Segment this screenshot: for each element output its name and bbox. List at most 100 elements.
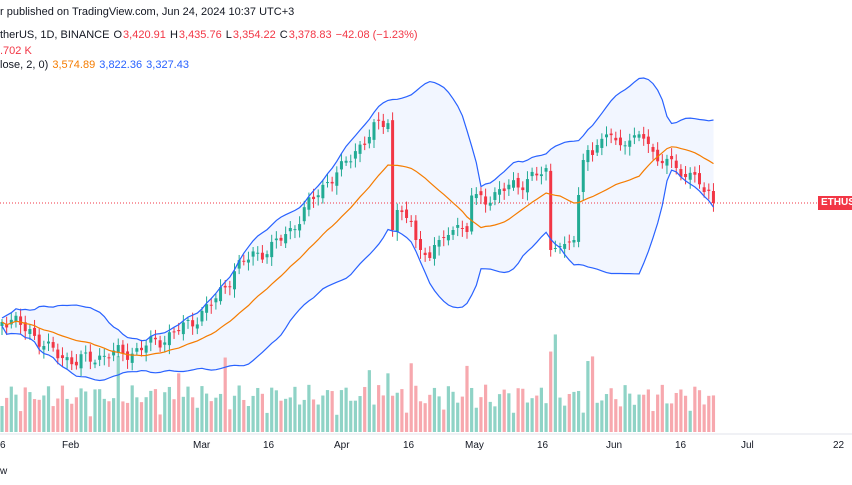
volume-bar bbox=[191, 397, 195, 432]
volume-legend[interactable]: .702 K bbox=[0, 45, 33, 57]
volume-bar bbox=[660, 384, 664, 432]
candle-body bbox=[493, 192, 497, 200]
candle-body bbox=[423, 252, 427, 255]
volume-bar bbox=[237, 385, 241, 432]
volume-bar bbox=[116, 356, 120, 432]
volume-bar bbox=[595, 402, 599, 432]
volume-bar bbox=[544, 403, 548, 432]
symbol-ohlc-legend[interactable]: therUS, 1D, BINANCE O3,420.91 H3,435.76 … bbox=[0, 29, 419, 41]
volume-bar bbox=[577, 390, 581, 432]
candle-body bbox=[558, 246, 562, 247]
volume-bar bbox=[325, 390, 330, 432]
candle-body bbox=[330, 181, 334, 184]
symbol-label[interactable]: therUS, 1D, BINANCE bbox=[0, 29, 110, 41]
close-value: 3,378.83 bbox=[288, 29, 332, 41]
volume-bar bbox=[139, 402, 144, 432]
candle-body bbox=[530, 171, 534, 177]
volume-bar bbox=[121, 401, 125, 432]
volume-bar bbox=[302, 399, 306, 432]
candle-body bbox=[507, 184, 511, 190]
volume-bar bbox=[409, 363, 413, 432]
candle-body bbox=[698, 173, 701, 185]
volume-bar bbox=[93, 389, 97, 432]
volume-bar bbox=[363, 386, 367, 432]
volume-bar bbox=[395, 392, 399, 432]
volume-bar bbox=[400, 389, 404, 432]
volume-bar bbox=[98, 389, 102, 432]
volume-bar bbox=[651, 411, 655, 432]
high-value: 3,435.76 bbox=[178, 29, 222, 41]
candle-body bbox=[251, 251, 255, 257]
volume-bar bbox=[321, 395, 325, 432]
candle-body bbox=[428, 252, 432, 258]
candle-body bbox=[316, 195, 320, 198]
volume-bar bbox=[372, 404, 376, 432]
volume-bar bbox=[270, 387, 274, 432]
volume-bar bbox=[316, 404, 320, 432]
volume-bar bbox=[349, 400, 353, 432]
candle-body bbox=[209, 304, 213, 306]
volume-bar bbox=[130, 385, 134, 432]
bollinger-legend[interactable]: lose, 2, 0) 3,574.89 3,822.36 3,327.43 bbox=[0, 59, 190, 71]
candle-body bbox=[577, 195, 581, 242]
x-axis-label: 6 bbox=[0, 440, 6, 451]
volume-bar bbox=[158, 414, 162, 432]
volume-bar bbox=[553, 334, 557, 432]
candle-body bbox=[344, 160, 348, 163]
volume-bar bbox=[19, 411, 23, 432]
volume-bar bbox=[711, 395, 716, 432]
candle-body bbox=[512, 180, 515, 188]
candle-body bbox=[228, 286, 232, 288]
open-label: O bbox=[113, 29, 123, 41]
bollinger-upper-band bbox=[1, 77, 714, 342]
volume-bar bbox=[135, 397, 139, 432]
candle-body bbox=[665, 158, 669, 166]
candle-body bbox=[307, 197, 311, 210]
candle-body bbox=[460, 227, 464, 229]
candle-body bbox=[381, 120, 385, 127]
volume-bar bbox=[432, 387, 437, 432]
candle-body bbox=[172, 331, 176, 333]
volume-bar bbox=[172, 399, 176, 432]
candle-body bbox=[363, 143, 367, 145]
volume-bar bbox=[437, 396, 441, 432]
last-price-tag: ETHUS bbox=[818, 196, 852, 210]
volume-bar bbox=[205, 393, 209, 432]
volume-bar bbox=[497, 394, 502, 432]
candle-body bbox=[121, 344, 125, 354]
candle-body bbox=[302, 207, 306, 222]
candle-body bbox=[600, 138, 604, 148]
volume-bar bbox=[535, 395, 539, 432]
volume-bar bbox=[274, 390, 278, 432]
candle-body bbox=[632, 135, 636, 138]
volume-bar bbox=[311, 399, 316, 432]
candle-body bbox=[525, 179, 529, 193]
candle-body bbox=[670, 155, 674, 160]
candle-body bbox=[270, 241, 274, 258]
candle-body bbox=[37, 334, 41, 347]
candle-body bbox=[591, 150, 595, 155]
volume-bar bbox=[423, 403, 427, 432]
candle-body bbox=[28, 329, 32, 334]
volume-bar bbox=[23, 387, 27, 432]
bollinger-lower-band bbox=[1, 169, 714, 382]
volume-bar bbox=[600, 400, 604, 432]
candle-body bbox=[42, 346, 46, 350]
candle-body bbox=[688, 172, 692, 180]
candle-body bbox=[563, 244, 567, 249]
candle-body bbox=[707, 189, 711, 191]
x-axis-label: Apr bbox=[334, 440, 350, 451]
candle-body bbox=[432, 245, 436, 259]
volume-bar bbox=[46, 386, 51, 432]
volume-bar bbox=[567, 393, 571, 432]
candle-body bbox=[246, 259, 250, 263]
volume-bar bbox=[339, 390, 344, 432]
candle-body bbox=[242, 260, 246, 262]
volume-bar bbox=[488, 401, 492, 432]
open-value: 3,420.91 bbox=[123, 29, 166, 41]
candle-body bbox=[140, 347, 143, 351]
x-axis-label: 22 bbox=[833, 440, 845, 451]
volume-bar bbox=[674, 392, 678, 432]
candle-body bbox=[84, 352, 88, 354]
